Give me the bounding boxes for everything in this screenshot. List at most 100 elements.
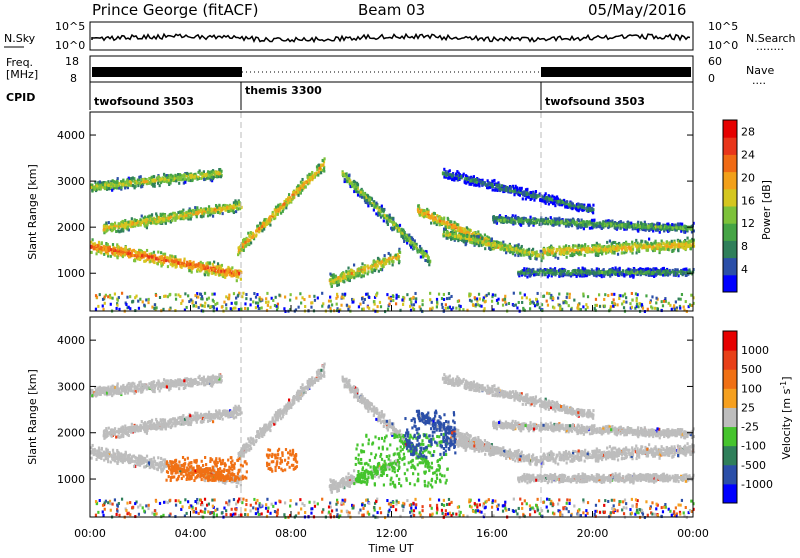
- power-cell: [672, 249, 674, 252]
- power-cell: [220, 266, 222, 269]
- power-cell: [151, 256, 153, 259]
- power-cell: [351, 272, 353, 275]
- power-cell: [400, 235, 402, 238]
- power-cell: [585, 223, 587, 226]
- power-cell: [122, 220, 124, 223]
- power-cell: [153, 251, 155, 254]
- power-cell: [559, 250, 561, 253]
- power-cell: [609, 275, 611, 278]
- power-cell: [117, 230, 119, 233]
- power-cell: [194, 206, 196, 209]
- power-cell: [97, 244, 99, 247]
- power-cell: [292, 191, 294, 194]
- power-cell: [93, 247, 95, 250]
- power-cell: [454, 235, 456, 238]
- power-cell: [148, 177, 150, 180]
- power-cell: [479, 242, 481, 245]
- power-cell: [392, 263, 394, 266]
- power-cell: [256, 225, 258, 228]
- power-cell: [575, 251, 577, 254]
- power-cell: [191, 179, 193, 182]
- power-cell: [481, 236, 483, 239]
- power-cell: [347, 267, 349, 270]
- power-cell: [681, 223, 683, 226]
- power-cell: [625, 242, 627, 245]
- power-cell: [355, 273, 357, 276]
- power-cell: [124, 186, 126, 189]
- power-cell: [159, 256, 161, 259]
- power-cell: [375, 202, 377, 205]
- power-cell: [677, 248, 679, 251]
- power-cell: [391, 227, 393, 230]
- power-cell: [552, 220, 554, 223]
- power-cell: [105, 222, 107, 225]
- power-cell: [218, 168, 220, 171]
- power-cell: [367, 270, 369, 273]
- power-cell: [440, 217, 442, 220]
- power-cell: [151, 218, 153, 221]
- power-cell: [510, 221, 512, 224]
- power-cell: [447, 217, 449, 220]
- power-cell: [606, 224, 608, 227]
- power-cell: [417, 208, 419, 211]
- power-cell: [388, 252, 390, 255]
- power-cell: [288, 193, 290, 196]
- power-cell: [153, 220, 155, 223]
- power-cell: [667, 223, 669, 226]
- power-cell: [343, 276, 345, 279]
- power-cell: [631, 241, 633, 244]
- power-cell: [568, 223, 570, 226]
- power-cell: [222, 212, 224, 215]
- power-cell: [550, 216, 552, 219]
- power-cell: [170, 179, 172, 182]
- power-cell: [380, 268, 382, 271]
- power-cell: [498, 216, 500, 219]
- power-cell: [229, 273, 231, 276]
- power-cell: [399, 224, 401, 227]
- power-cell: [277, 213, 279, 216]
- power-cell: [154, 185, 156, 188]
- power-cell: [502, 246, 504, 249]
- power-cell: [469, 238, 471, 241]
- power-cell: [554, 223, 556, 226]
- power-cell: [419, 214, 421, 217]
- power-cell: [137, 254, 139, 257]
- power-cell: [395, 254, 397, 257]
- power-cell: [238, 201, 240, 204]
- power-cell: [99, 184, 101, 187]
- power-cell: [656, 244, 658, 247]
- power-cell: [245, 244, 247, 247]
- power-cell: [250, 241, 252, 244]
- power-cell: [659, 231, 661, 234]
- power-cell: [124, 247, 126, 250]
- power-cell: [601, 245, 603, 248]
- power-cell: [351, 275, 353, 278]
- power-cell: [145, 180, 147, 183]
- power-cell: [203, 212, 205, 215]
- power-cell: [428, 263, 430, 266]
- power-cell: [591, 219, 593, 222]
- power-cell: [243, 249, 245, 252]
- power-cell: [323, 170, 325, 173]
- power-cell: [209, 171, 211, 174]
- power-cell: [557, 257, 559, 260]
- power-cell: [475, 239, 477, 242]
- power-cell: [535, 219, 537, 222]
- power-cell: [371, 204, 373, 207]
- power-cell: [108, 187, 110, 190]
- power-cell: [141, 185, 143, 188]
- freq-block-2: [541, 67, 691, 77]
- power-cell: [209, 261, 211, 264]
- power-cell: [107, 184, 109, 187]
- power-cell: [471, 241, 473, 244]
- power-cell: [211, 272, 213, 275]
- power-cell: [578, 219, 580, 222]
- power-cell: [318, 164, 320, 167]
- power-cell: [565, 247, 567, 250]
- power-cell: [519, 223, 521, 226]
- power-cell: [503, 219, 505, 222]
- power-cell: [357, 194, 359, 197]
- power-cell: [117, 177, 119, 180]
- power-cell: [190, 176, 192, 179]
- power-cell: [660, 225, 662, 228]
